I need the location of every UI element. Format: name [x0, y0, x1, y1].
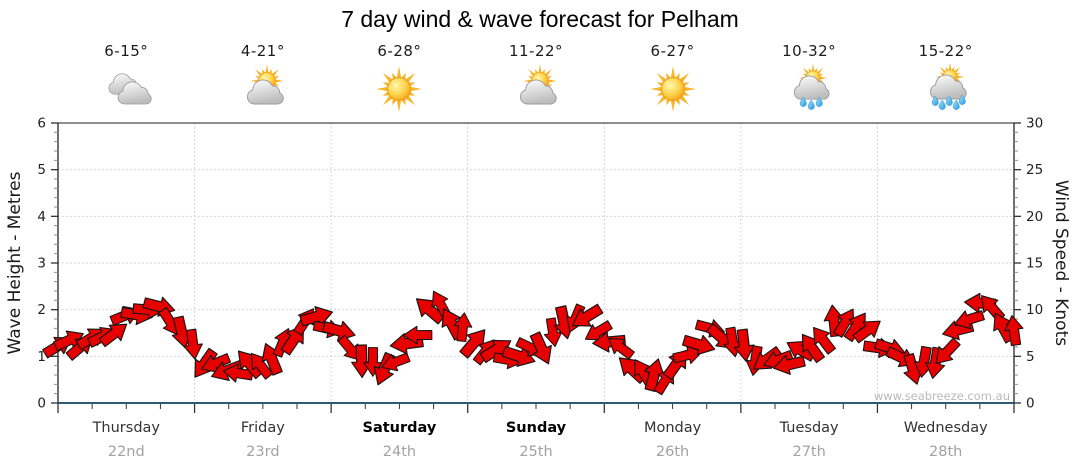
wind-arrow	[261, 343, 283, 376]
wind-arrow	[453, 312, 473, 343]
temp-range-label: 6-15°	[104, 42, 149, 60]
temp-range-label: 4-21°	[240, 42, 285, 60]
day-name-label: Saturday	[362, 420, 437, 436]
wind-arrow	[351, 344, 373, 379]
wind-arrow	[592, 331, 626, 353]
wind-arrow	[772, 354, 806, 375]
wind-arrow	[543, 317, 563, 348]
day-name-label: Wednesday	[903, 420, 988, 436]
wind-arrow	[1004, 315, 1024, 347]
day-temp-range: 4-21°	[203, 42, 323, 60]
wind-arrow	[935, 337, 961, 365]
wind-arrow	[299, 306, 334, 327]
wind-arrow-series	[42, 290, 1024, 396]
page-title: 7 day wind & wave forecast for Pelham	[341, 6, 739, 32]
wave-tick-label: 3	[37, 256, 46, 272]
wind-arrow	[501, 345, 536, 367]
wave-tick-label: 6	[37, 116, 46, 132]
wind-arrow	[852, 320, 881, 344]
day-name-label: Monday	[643, 420, 702, 436]
wind-arrow	[608, 337, 635, 360]
wave-tick-label: 4	[37, 209, 46, 225]
day-temp-range: 10-32°	[749, 42, 869, 60]
wind-arrow	[529, 331, 552, 365]
temp-range-label: 15-22°	[918, 42, 973, 60]
temp-range-label: 11-22°	[508, 42, 564, 60]
wind-tick-label: 0	[1026, 396, 1035, 412]
wave-tick-label: 1	[37, 349, 46, 365]
day-date-label: 27th	[792, 444, 826, 460]
day-temp-range: 11-22°	[476, 42, 596, 60]
wave-tick-label: 0	[37, 396, 46, 412]
day-name-label: Tuesday	[779, 420, 839, 436]
day-name-label: Sunday	[505, 420, 567, 436]
wind-arrow	[572, 303, 604, 327]
day-name-label: Friday	[240, 420, 285, 436]
wind-arrow	[672, 345, 703, 365]
wind-arrow	[402, 325, 433, 345]
day-date-label: 24th	[382, 444, 417, 460]
left-axis-title: Wave Height - Metres	[5, 171, 25, 355]
wind-tick-label: 20	[1026, 209, 1043, 225]
wind-tick-label: 10	[1026, 302, 1043, 318]
wind-arrow	[183, 328, 203, 360]
wind-arrow	[733, 328, 755, 362]
wind-arrow	[98, 323, 128, 348]
wind-tick-label: 30	[1026, 116, 1043, 132]
day-date-label: 25th	[519, 444, 553, 460]
day-temp-range: 6-15°	[66, 42, 186, 60]
day-temp-range: 6-28°	[339, 42, 459, 60]
wind-arrow	[801, 333, 826, 364]
day-date-label: 28th	[929, 444, 963, 460]
wind-arrow	[584, 320, 613, 341]
day-date-label: 23rd	[246, 444, 280, 460]
wave-tick-label: 2	[37, 302, 46, 318]
wind-arrow	[381, 352, 411, 372]
wind-tick-label: 25	[1026, 162, 1043, 178]
wind-arrow	[459, 329, 486, 359]
wind-tick-label: 5	[1026, 349, 1035, 365]
watermark: www.seabreeze.com.au	[873, 389, 1010, 403]
wind-tick-label: 15	[1026, 256, 1043, 272]
day-name-label: Thursday	[92, 420, 160, 436]
wind-arrow	[681, 334, 716, 356]
day-temp-range: 6-27°	[613, 42, 733, 60]
right-axis-title: Wind Speed - Knots	[1051, 179, 1071, 347]
temp-range-label: 10-32°	[782, 42, 837, 60]
wave-tick-label: 5	[37, 162, 46, 178]
temp-range-label: 6-27°	[650, 42, 695, 60]
day-date-label: 26th	[655, 444, 690, 460]
day-temp-range: 15-22°	[886, 42, 1006, 60]
wind-arrow	[813, 326, 837, 355]
wind-arrow	[337, 334, 361, 361]
temp-range-label: 6-28°	[377, 42, 422, 60]
day-date-label: 22nd	[107, 444, 145, 460]
